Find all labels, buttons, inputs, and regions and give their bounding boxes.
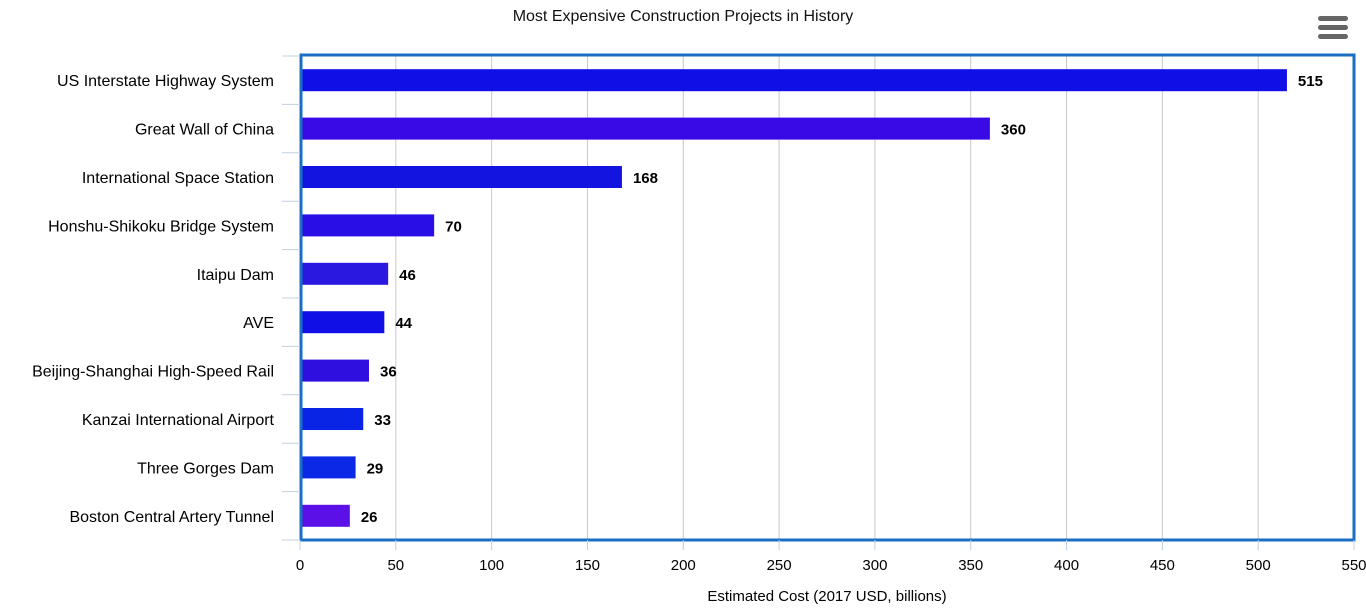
data-label: 46 xyxy=(399,267,416,284)
category-label: Itaipu Dam xyxy=(197,267,274,284)
bars xyxy=(300,69,1287,527)
bar[interactable] xyxy=(300,69,1287,92)
grid-lines xyxy=(395,56,1259,540)
x-tick-labels: 0 50 100 150 200 250 300 350 400 450 500 550 xyxy=(296,557,1366,574)
plot-border xyxy=(299,53,1356,542)
data-label: 33 xyxy=(374,412,391,429)
bar[interactable] xyxy=(300,359,369,382)
data-labels: 515 360 168 70 46 44 36 33 29 26 xyxy=(361,73,1323,526)
bar[interactable] xyxy=(300,117,990,140)
data-label: 44 xyxy=(395,315,412,332)
x-tick-label: 450 xyxy=(1150,557,1175,574)
menu-icon[interactable] xyxy=(1318,16,1352,44)
x-tick-label: 400 xyxy=(1054,557,1079,574)
bar[interactable] xyxy=(300,311,385,334)
category-labels: US Interstate Highway System Great Wall o… xyxy=(32,73,274,526)
x-tick-label: 0 xyxy=(296,557,304,574)
data-label: 70 xyxy=(445,218,462,235)
category-label: US Interstate Highway System xyxy=(57,73,274,90)
data-label: 36 xyxy=(380,364,397,381)
category-label: AVE xyxy=(243,315,274,332)
bar[interactable] xyxy=(300,456,356,479)
data-label: 29 xyxy=(367,460,384,477)
data-label: 168 xyxy=(633,170,658,187)
bar[interactable] xyxy=(300,504,350,527)
bar[interactable] xyxy=(300,214,435,237)
x-tick-label: 500 xyxy=(1246,557,1271,574)
x-tick-label: 150 xyxy=(575,557,600,574)
chart-title: Most Expensive Construction Projects in … xyxy=(512,8,854,25)
plot-frame xyxy=(299,53,1356,542)
x-tick-label: 100 xyxy=(479,557,504,574)
data-label: 360 xyxy=(1001,122,1026,139)
x-tick-label: 50 xyxy=(387,557,404,574)
category-label: Boston Central Artery Tunnel xyxy=(69,509,274,526)
tick-marks xyxy=(282,55,1355,550)
x-tick-label: 300 xyxy=(862,557,887,574)
x-tick-label: 550 xyxy=(1341,557,1366,574)
x-tick-label: 250 xyxy=(767,557,792,574)
bar[interactable] xyxy=(300,408,364,430)
category-label: Great Wall of China xyxy=(135,122,274,139)
bar[interactable] xyxy=(300,166,622,188)
x-tick-label: 200 xyxy=(671,557,696,574)
category-label: Beijing-Shanghai High-Speed Rail xyxy=(32,364,274,381)
category-label: Kanzai International Airport xyxy=(82,412,275,429)
bar[interactable] xyxy=(300,262,389,285)
category-label: Honshu-Shikoku Bridge System xyxy=(48,218,274,235)
category-label: International Space Station xyxy=(82,170,274,187)
x-tick-label: 350 xyxy=(958,557,983,574)
category-label: Three Gorges Dam xyxy=(137,460,274,477)
data-label: 26 xyxy=(361,509,378,526)
data-label: 515 xyxy=(1298,73,1323,90)
x-axis-title: Estimated Cost (2017 USD, billions) xyxy=(707,588,946,605)
